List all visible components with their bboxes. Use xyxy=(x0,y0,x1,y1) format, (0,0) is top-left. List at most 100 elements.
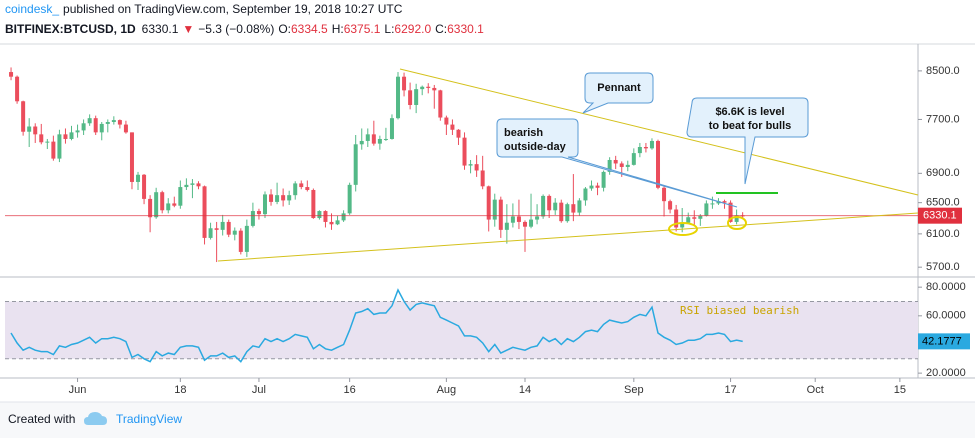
candle-body xyxy=(329,221,334,225)
callout-box xyxy=(686,97,809,185)
x-tick-label: Oct xyxy=(807,384,824,396)
candle-body xyxy=(662,187,667,202)
candle-body xyxy=(81,123,86,131)
candle-body xyxy=(117,120,122,125)
candle-body xyxy=(287,195,292,201)
rsi-tick-label: 60.0000 xyxy=(926,310,966,322)
candle-body xyxy=(99,123,104,133)
candle-body xyxy=(680,222,685,228)
candle-body xyxy=(734,215,739,222)
candle-body xyxy=(396,76,401,119)
candle-body xyxy=(220,221,225,230)
candle-body xyxy=(9,72,14,77)
candle-body xyxy=(45,141,50,143)
candle-body xyxy=(631,153,636,165)
highlight-ellipse xyxy=(727,216,747,230)
candle-body xyxy=(571,204,576,213)
candle-body xyxy=(305,187,310,190)
candle-body xyxy=(293,183,298,196)
candle-body xyxy=(468,164,473,166)
candle-body xyxy=(559,202,564,222)
x-tick-label: 14 xyxy=(519,384,531,396)
candle-body xyxy=(541,195,546,217)
candle-body xyxy=(414,89,419,105)
candle-body xyxy=(577,200,582,213)
candle-body xyxy=(535,216,540,220)
y-tick-label: 6500.0 xyxy=(926,197,960,209)
candle-body xyxy=(516,216,521,222)
candle-body xyxy=(686,217,691,223)
candle-body xyxy=(184,184,189,188)
callout-text: $6.6K is level xyxy=(715,106,784,118)
candle-body xyxy=(232,230,237,235)
candle-body xyxy=(486,186,491,220)
candle-body xyxy=(154,192,159,218)
candle-body xyxy=(323,211,328,222)
header-line: coindesk_ published on TradingView.com, S… xyxy=(5,2,403,16)
candle-body xyxy=(377,138,382,144)
candle-body xyxy=(335,220,340,225)
x-tick-label: Aug xyxy=(437,384,457,396)
y-tick-label: 5700.0 xyxy=(926,261,960,273)
candle-body xyxy=(160,192,165,211)
candle-body xyxy=(136,174,141,182)
candle-body xyxy=(238,230,243,252)
published: published on TradingView.com, September … xyxy=(63,2,403,16)
rsi-last-label: 42.1777 xyxy=(922,335,962,347)
candle-body xyxy=(674,209,679,228)
candle-body xyxy=(728,202,733,222)
candle-body xyxy=(601,171,606,188)
symbol-line: BITFINEX:BTCUSD, 1D 6330.1 ▼ −5.3 (−0.08%) O… xyxy=(5,22,484,36)
callout-text: to beat for bulls xyxy=(709,120,792,132)
candle-body xyxy=(57,134,62,159)
candle-body xyxy=(595,185,600,188)
candle-body xyxy=(553,202,558,211)
candle-body xyxy=(498,199,503,230)
change: −5.3 (−0.08%) xyxy=(198,22,274,36)
candle-body xyxy=(389,118,394,139)
candle-body xyxy=(359,140,364,145)
candle-body xyxy=(722,201,727,203)
candle-body xyxy=(269,194,274,202)
x-tick-label: 18 xyxy=(174,384,186,396)
candle-body xyxy=(275,195,280,202)
last-price-label: 6330.1 xyxy=(923,210,957,222)
candle-body xyxy=(111,120,116,123)
last-price: 6330.1 xyxy=(142,22,179,36)
candle-body xyxy=(450,124,455,130)
x-tick-label: 15 xyxy=(894,384,906,396)
low-value: 6292.0 xyxy=(394,22,431,36)
candle-body xyxy=(625,164,630,167)
candle-body xyxy=(299,183,304,188)
axes: 8500.0 7700.0 6900.0 6500.0 6100.0 5700.0 80.0… xyxy=(69,65,970,396)
candle-body xyxy=(196,183,201,187)
symbol: BITFINEX:BTCUSD, 1D xyxy=(5,22,136,36)
candle-body xyxy=(426,86,431,88)
candle-body xyxy=(347,184,352,214)
candle-body xyxy=(504,222,509,230)
candle-body xyxy=(402,76,407,91)
high-label: H: xyxy=(332,22,344,36)
candle-body xyxy=(244,225,249,252)
candle-body xyxy=(698,215,703,219)
candle-body xyxy=(613,159,618,164)
candle-body xyxy=(522,221,527,227)
author[interactable]: coindesk_ xyxy=(5,2,59,16)
candle-body xyxy=(142,174,147,199)
callout-text: bearish xyxy=(504,127,543,139)
candle-body xyxy=(607,159,612,172)
y-tick-label: 7700.0 xyxy=(926,113,960,125)
footer-brand[interactable]: TradingView xyxy=(116,412,182,426)
rsi-tick-label: 80.0000 xyxy=(926,281,966,293)
x-tick-label: Sep xyxy=(624,384,644,396)
candle-body xyxy=(474,164,479,171)
candle-body xyxy=(75,130,80,133)
candle-body xyxy=(208,228,213,238)
callout-text: outside-day xyxy=(504,141,567,153)
candle-body xyxy=(438,90,443,118)
rsi-last-box xyxy=(918,333,970,350)
rsi-panel xyxy=(5,288,918,363)
candle-body xyxy=(226,221,231,235)
candle-body xyxy=(547,195,552,211)
candle-body xyxy=(311,189,316,219)
